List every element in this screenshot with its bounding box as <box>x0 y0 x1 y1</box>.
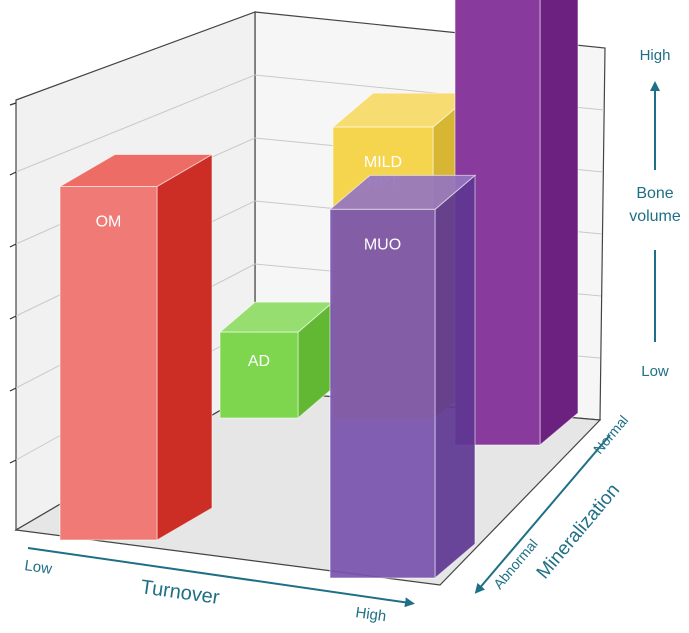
bar-muo-side <box>434 174 476 580</box>
bar-label-om: OM <box>96 214 122 231</box>
bone-volume-title-line2: volume <box>629 208 681 225</box>
bar-of: OF <box>454 0 579 447</box>
bar-om: OM <box>58 153 214 541</box>
bar-om-side <box>156 153 213 541</box>
bar-om-front <box>59 186 158 541</box>
bar-label-mild-hpt-1: MILD <box>364 154 402 171</box>
bar-muo: MUO <box>328 174 477 580</box>
bar-ad: AD <box>218 301 335 420</box>
bar-label-ad: AD <box>248 353 270 370</box>
bar-ad-front <box>219 331 299 419</box>
turnover-title: Turnover <box>139 576 221 609</box>
bar-label-muo: MUO <box>364 236 401 253</box>
turnover-high-label: High <box>354 604 387 625</box>
turnover-low-label: Low <box>23 557 53 578</box>
mineralization-arrow <box>474 434 611 594</box>
bar-of-side <box>539 0 579 447</box>
mineralization-title: Mineralization <box>533 480 624 583</box>
turnover-arrow <box>27 547 415 608</box>
mineralization-near-label: Abnormal <box>490 536 541 592</box>
bar-muo-front <box>329 208 436 579</box>
left-axis-ticks <box>9 102 17 464</box>
bone-volume-high-label: High <box>640 47 671 64</box>
bone-volume-axis: High Bone volume Low <box>629 47 681 380</box>
bone-volume-low-label: Low <box>641 363 669 380</box>
bar-of-front <box>454 0 541 446</box>
bars-group: ADMILDHPTOFOMMUO <box>58 0 579 580</box>
bone-volume-title-line1: Bone <box>636 185 673 202</box>
